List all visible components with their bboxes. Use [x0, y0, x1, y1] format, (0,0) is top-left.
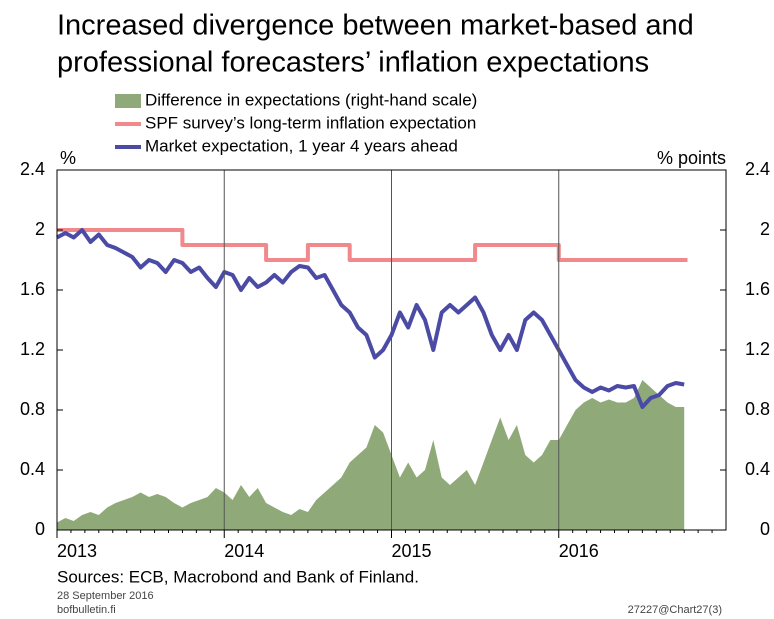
legend-label: SPF survey’s long-term inflation expecta…	[145, 113, 476, 132]
y-tick-label: 1.6	[20, 279, 45, 299]
area	[57, 380, 685, 530]
chart-title: Increased divergence between market-base…	[57, 10, 694, 42]
x-tick-label: 2015	[392, 541, 432, 561]
legend-label: Market expectation, 1 year 4 years ahead	[145, 136, 458, 155]
line	[57, 228, 688, 262]
chart-title: professional forecasters’ inflation expe…	[57, 47, 649, 79]
y2-axis-label: % points	[657, 148, 726, 168]
y2-tick-label: 2	[760, 219, 770, 239]
y2-tick-label: 0	[760, 519, 770, 539]
date: 28 September 2016	[57, 590, 154, 602]
y-tick-label: 0.4	[20, 459, 45, 479]
y-axis-label: %	[60, 148, 76, 168]
x-tick-label: 2016	[559, 541, 599, 561]
y2-tick-label: 0.8	[745, 399, 770, 419]
y-tick-label: 0.8	[20, 399, 45, 419]
legend-swatch	[115, 94, 141, 108]
x-tick-label: 2014	[224, 541, 264, 561]
line	[56, 228, 685, 409]
source: Sources: ECB, Macrobond and Bank of Finl…	[57, 567, 419, 586]
y-tick-label: 2.4	[20, 159, 45, 179]
legend-label: Difference in expectations (right-hand s…	[145, 90, 477, 109]
site: bofbulletin.fi	[57, 604, 116, 616]
y2-tick-label: 2.4	[745, 159, 770, 179]
y-tick-label: 2	[35, 219, 45, 239]
y-tick-label: 0	[35, 519, 45, 539]
y-tick-label: 1.2	[20, 339, 45, 359]
y2-tick-label: 1.2	[745, 339, 770, 359]
chart-code: 27227@Chart27(3)	[628, 604, 722, 616]
x-tick-label: 2013	[57, 541, 97, 561]
y2-tick-label: 1.6	[745, 279, 770, 299]
y2-tick-label: 0.4	[745, 459, 770, 479]
